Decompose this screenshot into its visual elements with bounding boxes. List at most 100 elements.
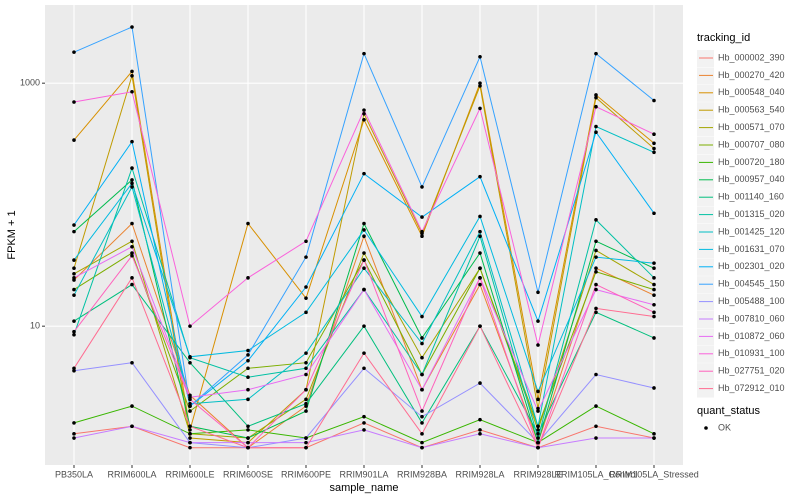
data-point — [246, 353, 250, 357]
data-point — [594, 436, 598, 440]
data-point — [246, 366, 250, 371]
x-tick-label: RRIM928LE — [513, 469, 562, 479]
data-point — [188, 440, 192, 445]
legend-label: Hb_001140_160 — [718, 192, 784, 202]
data-point — [536, 290, 540, 295]
data-point — [594, 282, 598, 287]
data-point — [72, 432, 76, 436]
legend-label: Hb_010872_060 — [718, 331, 785, 341]
data-point — [478, 174, 482, 179]
data-point — [188, 324, 192, 328]
data-point — [420, 432, 424, 436]
data-point — [536, 440, 540, 445]
data-point — [652, 141, 656, 146]
x-tick-label: RRIM928BA — [397, 469, 447, 479]
data-point — [652, 336, 656, 340]
data-point — [478, 276, 482, 280]
data-point — [420, 387, 424, 392]
data-point — [420, 421, 424, 425]
data-point — [478, 432, 482, 436]
data-point — [362, 221, 366, 226]
data-point — [72, 319, 76, 323]
legend-label: Hb_000548_040 — [718, 87, 785, 97]
data-point — [362, 111, 366, 116]
data-point — [652, 287, 656, 292]
data-point — [130, 89, 134, 94]
data-point — [362, 117, 366, 122]
data-point — [72, 271, 76, 276]
data-point — [420, 336, 424, 340]
data-point — [304, 372, 308, 377]
data-point — [420, 229, 424, 234]
data-point — [362, 51, 366, 56]
data-point — [652, 302, 656, 307]
data-point — [188, 436, 192, 440]
data-point — [420, 414, 424, 419]
legend-label: Hb_005488_100 — [718, 296, 785, 306]
data-point — [652, 150, 656, 155]
data-point — [536, 389, 540, 394]
data-point — [536, 397, 540, 402]
data-point — [362, 258, 366, 262]
data-point — [420, 440, 424, 445]
data-point — [594, 287, 598, 292]
data-point — [304, 239, 308, 244]
legend-label: Hb_004545_150 — [718, 279, 785, 289]
data-point — [188, 354, 192, 359]
data-point — [130, 245, 134, 249]
legend-label: Hb_000270_420 — [718, 70, 785, 80]
data-point — [594, 130, 598, 134]
data-point — [72, 287, 76, 292]
data-point — [362, 351, 366, 355]
data-point — [188, 428, 192, 432]
data-point — [594, 424, 598, 429]
x-tick-label: RRIM901LA — [339, 469, 388, 479]
data-point — [362, 251, 366, 255]
data-point — [652, 98, 656, 103]
data-point — [246, 424, 250, 429]
data-point — [652, 276, 656, 280]
data-point — [478, 381, 482, 385]
data-point — [188, 445, 192, 450]
data-point — [594, 51, 598, 56]
data-point — [130, 360, 134, 365]
data-point — [246, 387, 250, 392]
legend-label: Hb_007810_060 — [718, 313, 785, 323]
data-point — [362, 414, 366, 419]
data-point — [478, 251, 482, 255]
x-tick-label: RRIM600LA — [107, 469, 156, 479]
data-point — [594, 372, 598, 377]
data-point — [362, 324, 366, 328]
data-point — [536, 409, 540, 413]
data-point — [72, 100, 76, 104]
data-point — [536, 436, 540, 440]
data-point — [420, 341, 424, 346]
data-point — [304, 436, 308, 440]
data-point — [420, 445, 424, 450]
data-point — [304, 351, 308, 355]
legend-label: Hb_010931_100 — [718, 348, 785, 358]
data-point — [72, 50, 76, 54]
data-point — [362, 108, 366, 112]
data-point — [536, 319, 540, 323]
data-point — [478, 54, 482, 59]
legend-label: Hb_000571_070 — [718, 122, 785, 132]
data-point — [536, 424, 540, 429]
data-point — [478, 229, 482, 234]
legend-title: tracking_id — [697, 32, 750, 44]
data-point — [72, 276, 76, 280]
data-point — [594, 255, 598, 259]
data-point — [72, 258, 76, 262]
data-point — [304, 366, 308, 371]
data-point — [652, 211, 656, 216]
data-point — [362, 421, 366, 425]
data-point — [478, 417, 482, 422]
data-point — [130, 276, 134, 280]
data-point — [420, 355, 424, 360]
data-point — [246, 428, 250, 432]
data-point — [362, 234, 366, 239]
data-point — [130, 404, 134, 408]
data-point — [362, 287, 366, 292]
data-point — [72, 421, 76, 425]
data-point — [304, 440, 308, 445]
